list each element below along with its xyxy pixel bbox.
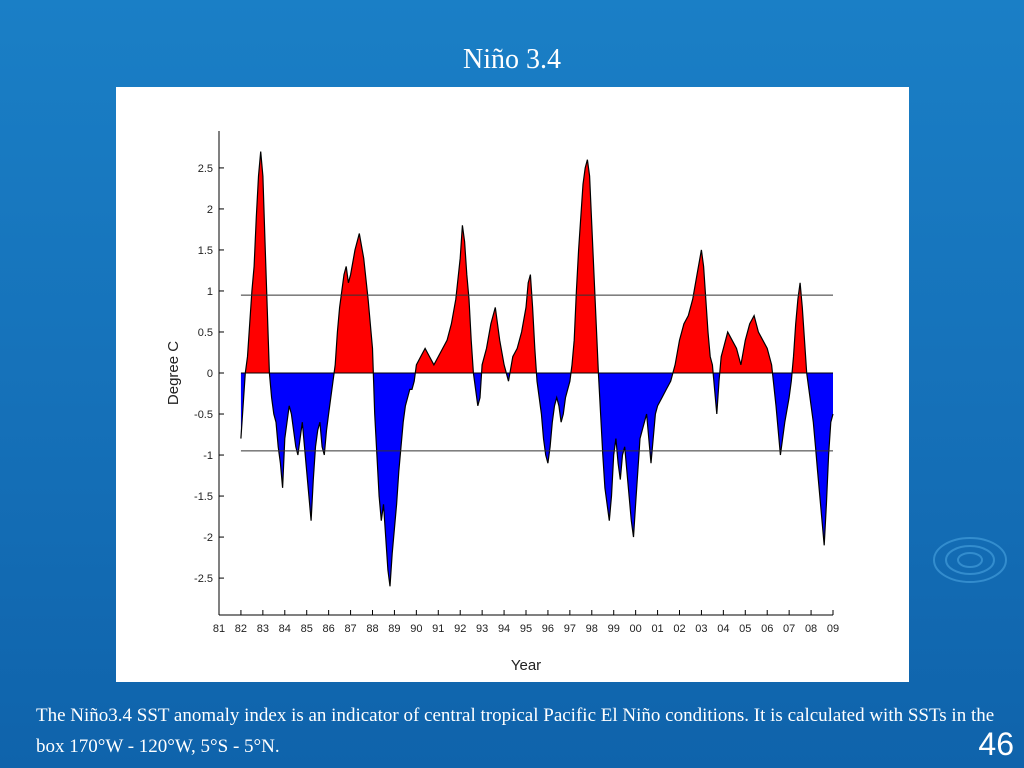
y-tick-label: -2 (203, 532, 213, 544)
x-tick-label: 98 (586, 623, 598, 635)
x-tick-label: 00 (630, 623, 642, 635)
x-tick-label: 07 (783, 623, 795, 635)
x-tick-label: 87 (344, 623, 356, 635)
x-tick-label: 08 (805, 623, 817, 635)
chart-panel: 2.5 2 1.5 1 0.5 0 -0.5 -1 -1.5 -2 -2.5 81 82 83 84 85 86… (116, 87, 909, 682)
x-tick-label: 05 (739, 623, 751, 635)
y-tick-label: -1.5 (194, 491, 213, 503)
x-tick-label: 06 (761, 623, 773, 635)
y-tick-label: 0.5 (198, 327, 213, 339)
x-tick-label: 89 (388, 623, 400, 635)
x-tick-label: 83 (257, 623, 269, 635)
slide-title: Niño 3.4 (463, 44, 561, 75)
y-tick-label: -2.5 (194, 573, 213, 585)
x-tick-label: 04 (717, 623, 729, 635)
nino34-chart: 2.5 2 1.5 1 0.5 0 -0.5 -1 -1.5 -2 -2.5 81 82 83 84 85 86… (165, 131, 839, 674)
x-tick-label: 86 (323, 623, 335, 635)
x-tick-label: 01 (651, 623, 663, 635)
y-tick-label: 2 (207, 204, 213, 216)
x-tick-label: 93 (476, 623, 488, 635)
x-tick-label: 99 (608, 623, 620, 635)
y-tick-label: -1 (203, 450, 213, 462)
y-tick-label: 1.5 (198, 245, 213, 257)
x-axis-label: Year (511, 657, 541, 674)
y-tick-label: 0 (207, 368, 213, 380)
x-tick-label: 09 (827, 623, 839, 635)
x-tick-label: 84 (279, 623, 291, 635)
y-tick-label: 1 (207, 286, 213, 298)
x-tick-label: 94 (498, 623, 510, 635)
x-tick-label: 97 (564, 623, 576, 635)
slide-caption: The Niño3.4 SST anomaly index is an indi… (36, 705, 995, 757)
y-tick-label: -0.5 (194, 409, 213, 421)
negative-anomaly-area (240, 373, 833, 587)
x-tick-label: 03 (695, 623, 707, 635)
water-ripple-decoration (933, 537, 1007, 583)
page-number: 46 (978, 726, 1014, 762)
positive-anomaly-area (245, 151, 807, 373)
x-tick-label: 95 (520, 623, 532, 635)
x-tick-label: 88 (366, 623, 378, 635)
y-tick-label: 2.5 (198, 163, 213, 175)
x-tick-label: 82 (235, 623, 247, 635)
x-tick-label: 91 (432, 623, 444, 635)
y-axis-label: Degree C (165, 341, 182, 405)
x-tick-label: 90 (410, 623, 422, 635)
x-tick-label: 02 (673, 623, 685, 635)
x-tick-label: 81 (213, 623, 225, 635)
x-tick-label: 96 (542, 623, 554, 635)
x-tick-label: 85 (301, 623, 313, 635)
x-tick-label: 92 (454, 623, 466, 635)
